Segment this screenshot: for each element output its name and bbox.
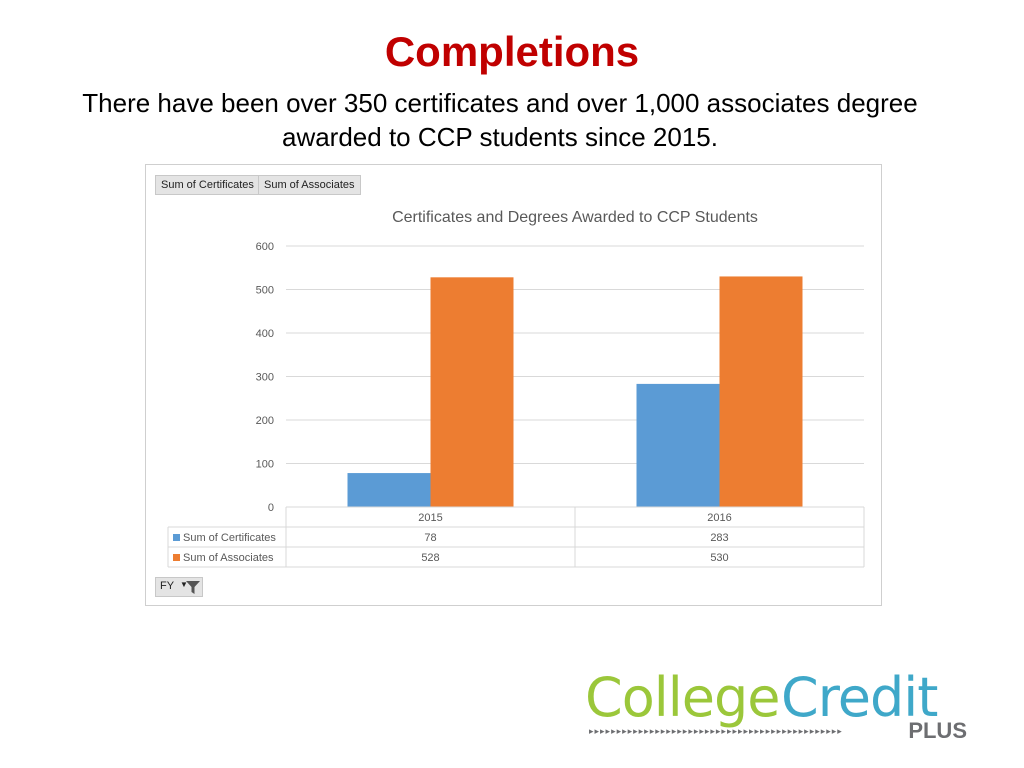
page-subtitle: There have been over 350 certificates an… xyxy=(82,88,918,152)
field-button-associates[interactable]: Sum of Associates xyxy=(258,175,361,195)
field-button-certificates[interactable]: Sum of Certificates xyxy=(155,175,260,195)
bar-0-1 xyxy=(636,383,720,507)
logo-plus: PLUS xyxy=(908,718,967,743)
x-category-label: 2015 xyxy=(418,512,442,524)
table-value: 528 xyxy=(421,552,439,564)
logo-word-credit: Credit xyxy=(781,666,938,729)
legend-key-0 xyxy=(173,534,180,541)
filter-funnel-icon xyxy=(186,581,200,594)
y-tick-label: 400 xyxy=(256,328,274,340)
y-tick-label: 200 xyxy=(256,415,274,427)
page-title: Completions xyxy=(384,28,640,75)
y-tick-label: 100 xyxy=(256,459,274,471)
table-value: 530 xyxy=(710,552,728,564)
fy-filter-label: FY xyxy=(160,580,175,592)
y-tick-label: 300 xyxy=(256,372,274,384)
college-credit-plus-logo: College Credit ▸▸▸▸▸▸▸▸▸▸▸▸▸▸▸▸▸▸▸▸▸▸▸▸▸… xyxy=(585,666,975,746)
legend-key-1 xyxy=(173,554,180,561)
chart-plot: Certificates and Degrees Awarded to CCP … xyxy=(167,209,865,568)
table-value: 78 xyxy=(424,532,436,544)
bar-1-1 xyxy=(719,276,803,507)
x-category-label: 2016 xyxy=(707,512,731,524)
chevron-down-icon: ▼ xyxy=(180,580,188,589)
bar-0-0 xyxy=(347,473,431,507)
logo-arrows: ▸▸▸▸▸▸▸▸▸▸▸▸▸▸▸▸▸▸▸▸▸▸▸▸▸▸▸▸▸▸▸▸▸▸▸▸▸▸▸▸… xyxy=(589,726,843,736)
legend-label: Sum of Associates xyxy=(183,552,274,564)
y-tick-label: 500 xyxy=(256,285,274,297)
y-tick-label: 0 xyxy=(268,502,274,514)
chart-title: Certificates and Degrees Awarded to CCP … xyxy=(392,209,758,226)
y-tick-label: 600 xyxy=(256,241,274,253)
pivot-chart: Sum of Certificates Sum of Associates Ce… xyxy=(145,164,882,606)
fy-filter-button[interactable]: FY ▼ xyxy=(155,577,203,597)
logo-word-college: College xyxy=(585,666,780,729)
bar-1-0 xyxy=(430,277,514,507)
table-value: 283 xyxy=(710,532,728,544)
legend-label: Sum of Certificates xyxy=(183,532,276,544)
